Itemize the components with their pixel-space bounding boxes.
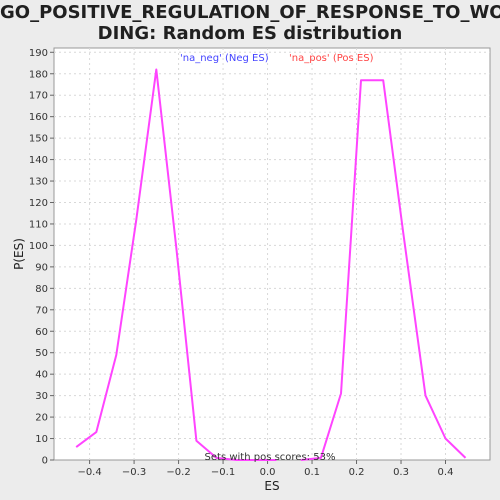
pos-scores-annotation: Sets with pos scores: 53% <box>205 452 336 463</box>
y-tick-label: 130 <box>29 177 48 188</box>
y-tick-label: 170 <box>29 91 48 102</box>
x-tick-label: 0.0 <box>260 467 276 478</box>
y-tick-label: 0 <box>42 456 48 467</box>
x-tick-label: 0.4 <box>438 467 454 478</box>
x-tick-label: 0.2 <box>349 467 365 478</box>
y-tick-label: 30 <box>35 391 48 402</box>
x-tick-label: −0.3 <box>122 467 146 478</box>
y-tick-label: 110 <box>29 219 48 230</box>
x-tick-label: 0.1 <box>304 467 320 478</box>
legend-neg: 'na_neg' (Neg ES) <box>180 53 269 64</box>
y-tick-label: 40 <box>35 370 48 381</box>
y-tick-label: 80 <box>35 284 48 295</box>
y-tick-label: 100 <box>29 241 48 252</box>
y-tick-label: 150 <box>29 134 48 145</box>
x-axis-title: ES <box>264 479 279 493</box>
y-tick-label: 140 <box>29 155 48 166</box>
plot-area <box>54 48 490 460</box>
y-tick-label: 190 <box>29 48 48 59</box>
y-tick-label: 20 <box>35 413 48 424</box>
y-axis: 0 10 20 30 40 50 60 70 80 90 100 110 120 130 140 150 160… <box>29 48 54 467</box>
y-tick-label: 120 <box>29 198 48 209</box>
y-tick-label: 60 <box>35 327 48 338</box>
x-tick-label: −0.4 <box>77 467 101 478</box>
x-tick-label: −0.2 <box>166 467 190 478</box>
y-tick-label: 10 <box>35 434 48 445</box>
x-tick-label: −0.1 <box>211 467 235 478</box>
y-tick-label: 70 <box>35 305 48 316</box>
y-tick-label: 50 <box>35 348 48 359</box>
y-tick-label: 90 <box>35 262 48 273</box>
x-tick-label: 0.3 <box>393 467 409 478</box>
legend-pos: 'na_pos' (Pos ES) <box>289 53 374 64</box>
y-tick-label: 160 <box>29 112 48 123</box>
y-axis-title: P(ES) <box>12 238 26 270</box>
y-tick-label: 180 <box>29 69 48 80</box>
